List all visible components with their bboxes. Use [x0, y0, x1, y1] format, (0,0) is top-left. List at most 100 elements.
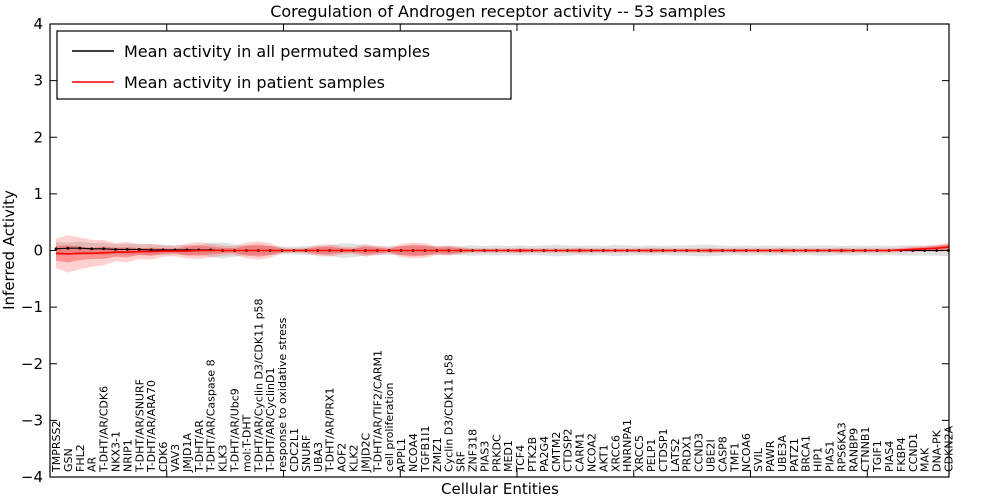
x-category-label: XRCC5: [633, 435, 646, 472]
chart-title: Coregulation of Androgen receptor activi…: [270, 2, 726, 21]
x-category-label: PIAS3: [478, 441, 491, 472]
y-tick-label: −4: [21, 468, 43, 486]
x-category-label: TGIF1: [871, 440, 884, 473]
marker-permuted-point: [935, 249, 938, 252]
y-tick-labels: 4 3 2 1 0 −1 −2 −3 −4: [21, 15, 43, 486]
x-category-label: JMJD2C: [359, 433, 372, 473]
x-category-label: HIP1: [812, 447, 825, 472]
marker-permuted-point: [149, 248, 153, 252]
x-category-label: T-DHT/AR/PRX1: [324, 387, 337, 473]
x-category-label: VAV3: [169, 444, 182, 472]
x-category-label: FKBP4: [895, 437, 908, 472]
x-category-label: UBE2I: [705, 439, 718, 472]
marker-permuted-point: [137, 248, 141, 251]
x-category-label: Cyclin D3/CDK11 p58: [443, 354, 456, 472]
x-category-label: TCF4: [514, 445, 527, 473]
x-category-label: PAWR: [764, 440, 777, 472]
x-category-label: KLK2: [348, 444, 361, 472]
x-category-label: NCOA6: [740, 433, 753, 472]
x-category-label: CTDSP1: [657, 429, 670, 472]
y-tick-label: 3: [33, 72, 43, 90]
x-category-label: CTNNB1: [859, 427, 872, 472]
x-category-label: TGFB1I1: [419, 426, 432, 473]
y-axis-label: Inferred Activity: [0, 190, 18, 310]
x-category-label: CDC2L1: [288, 428, 301, 472]
x-category-label: T-DHT/AR/Cyclin D3/CDK11 p58: [252, 298, 265, 473]
y-tick-label: 4: [33, 15, 43, 33]
x-category-label: T-DHT/AR/TIF2/CARM1: [371, 350, 384, 473]
x-category-label: HNRNPA1: [621, 419, 634, 472]
x-category-labels: TMPRSS2GSNFHL2ART-DHT/AR/CDK6NKX3-1NRIP1…: [50, 298, 956, 473]
x-category-label: NKX3-1: [110, 431, 123, 472]
x-category-label: MAK: [919, 447, 932, 472]
legend-box: [56, 30, 512, 100]
x-category-label: CARM1: [574, 433, 587, 472]
x-category-label: PATZ1: [788, 438, 801, 472]
line-patient: [55, 246, 949, 255]
x-category-label: KLK3: [217, 444, 230, 472]
marker-permuted-point: [114, 248, 117, 251]
legend: Mean activity in all permuted samples Me…: [56, 30, 512, 100]
x-category-label: CDKN2A: [943, 425, 956, 472]
x-category-label: T-DHT/AR/ARA70: [145, 380, 158, 473]
x-category-label: SRF: [455, 451, 468, 472]
y-tick-label: 0: [33, 242, 43, 260]
marker-permuted-point: [54, 247, 58, 251]
x-category-label: NCOA2: [586, 433, 599, 472]
x-category-label: TMPRSS2: [50, 421, 63, 473]
band-patient-outer: [56, 235, 949, 273]
x-category-label: UBE3A: [776, 434, 789, 472]
x-category-label: CCND3: [693, 433, 706, 472]
x-category-label: NCOA4: [407, 433, 420, 472]
x-axis-label: Cellular Entities: [441, 480, 559, 498]
x-category-label: cell proliferation: [383, 382, 396, 472]
x-category-label: ZNF318: [467, 429, 480, 472]
marker-permuted-point: [78, 246, 82, 250]
y-tick-label: −1: [21, 298, 43, 316]
x-category-label: PIAS4: [883, 441, 896, 472]
x-category-label: CTDSP2: [562, 429, 575, 472]
legend-label-patient: Mean activity in patient samples: [124, 73, 385, 92]
x-category-label: AOF2: [336, 443, 349, 472]
x-category-label: CASP8: [716, 436, 729, 472]
marker-permuted-point: [102, 247, 105, 251]
x-category-label: mol:T-DHT: [240, 414, 253, 472]
x-category-label: BRCA1: [800, 435, 813, 472]
x-category-label: TMF1: [728, 442, 741, 473]
x-category-label: UBA3: [312, 442, 325, 472]
x-category-label: PA2G4: [538, 436, 551, 472]
x-category-label: XRCC6: [609, 435, 622, 472]
y-tick-label: −3: [21, 411, 43, 429]
marker-permuted-point: [66, 246, 70, 250]
band-patient-inner: [56, 244, 949, 263]
y-tick-label: 2: [33, 128, 43, 146]
x-category-label: MED1: [502, 440, 515, 472]
x-category-label: CCND1: [907, 433, 920, 472]
x-category-label: PRKDC: [490, 434, 503, 472]
x-category-label: RANBP9: [847, 428, 860, 472]
x-category-label: GSN: [62, 448, 75, 472]
x-category-label: T-DHT/AR: [193, 420, 206, 473]
x-category-label: ZMIZ1: [431, 437, 444, 472]
x-category-label: T-DHT/AR/SNURF: [133, 379, 146, 473]
x-category-label: RPS6KA3: [835, 422, 848, 472]
x-category-label: PRDX1: [681, 435, 694, 472]
x-category-label: JMJD1A: [181, 433, 194, 473]
x-category-label: PIAS1: [824, 441, 837, 472]
series-lines: [54, 246, 950, 255]
x-category-label: T-DHT/AR/CyclinD1: [264, 367, 277, 473]
x-category-label: AKT1: [597, 444, 610, 472]
y-tick-label: −2: [21, 355, 43, 373]
x-category-label: PELP1: [645, 439, 658, 472]
x-category-label: T-DHT/AR/Caspase 8: [205, 359, 218, 473]
x-category-label: FHL2: [74, 444, 87, 472]
marker-permuted-point: [90, 247, 94, 251]
x-category-label: CMTM2: [550, 432, 563, 472]
marker-permuted-point: [923, 249, 927, 252]
x-category-label: T-DHT/AR/CDK6: [98, 386, 111, 473]
x-category-label: LATS2: [669, 438, 682, 472]
x-category-label: SVIL: [752, 447, 765, 472]
x-category-label: AR: [86, 456, 99, 472]
